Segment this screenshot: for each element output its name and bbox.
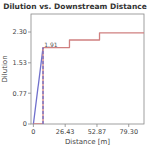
x-tick bbox=[128, 124, 129, 127]
y-axis-label: Dilution bbox=[1, 55, 9, 82]
y-tick bbox=[28, 32, 31, 33]
x-tick bbox=[65, 124, 66, 127]
x-axis-label: Distance [m] bbox=[65, 138, 110, 146]
series-line bbox=[42, 48, 43, 124]
y-tick-label: 1.53 bbox=[13, 59, 27, 67]
x-tick-label: 0 bbox=[31, 128, 35, 136]
plot-frame bbox=[31, 14, 144, 124]
x-tick-label: 79.30 bbox=[119, 128, 138, 136]
series-line bbox=[33, 33, 144, 124]
annotation: 1.91 bbox=[44, 41, 58, 48]
series-line bbox=[33, 48, 43, 124]
plot-area bbox=[33, 33, 144, 124]
title: Dilution vs. Downstream Distance bbox=[3, 2, 147, 11]
y-tick-label: 0.77 bbox=[13, 90, 27, 98]
y-tick bbox=[28, 93, 31, 94]
x-tick bbox=[33, 124, 34, 127]
x-tick bbox=[96, 124, 97, 127]
y-tick bbox=[28, 62, 31, 63]
x-tick-label: 26.43 bbox=[56, 128, 75, 136]
x-tick-label: 52.87 bbox=[88, 128, 107, 136]
y-tick bbox=[28, 124, 31, 125]
y-tick-label: 0 bbox=[23, 120, 27, 128]
y-tick-label: 2.30 bbox=[13, 28, 27, 36]
chart: 0 26.43 52.87 79.30 0 0.77 1.53 2.30 1.91 Dilutio… bbox=[0, 0, 150, 150]
